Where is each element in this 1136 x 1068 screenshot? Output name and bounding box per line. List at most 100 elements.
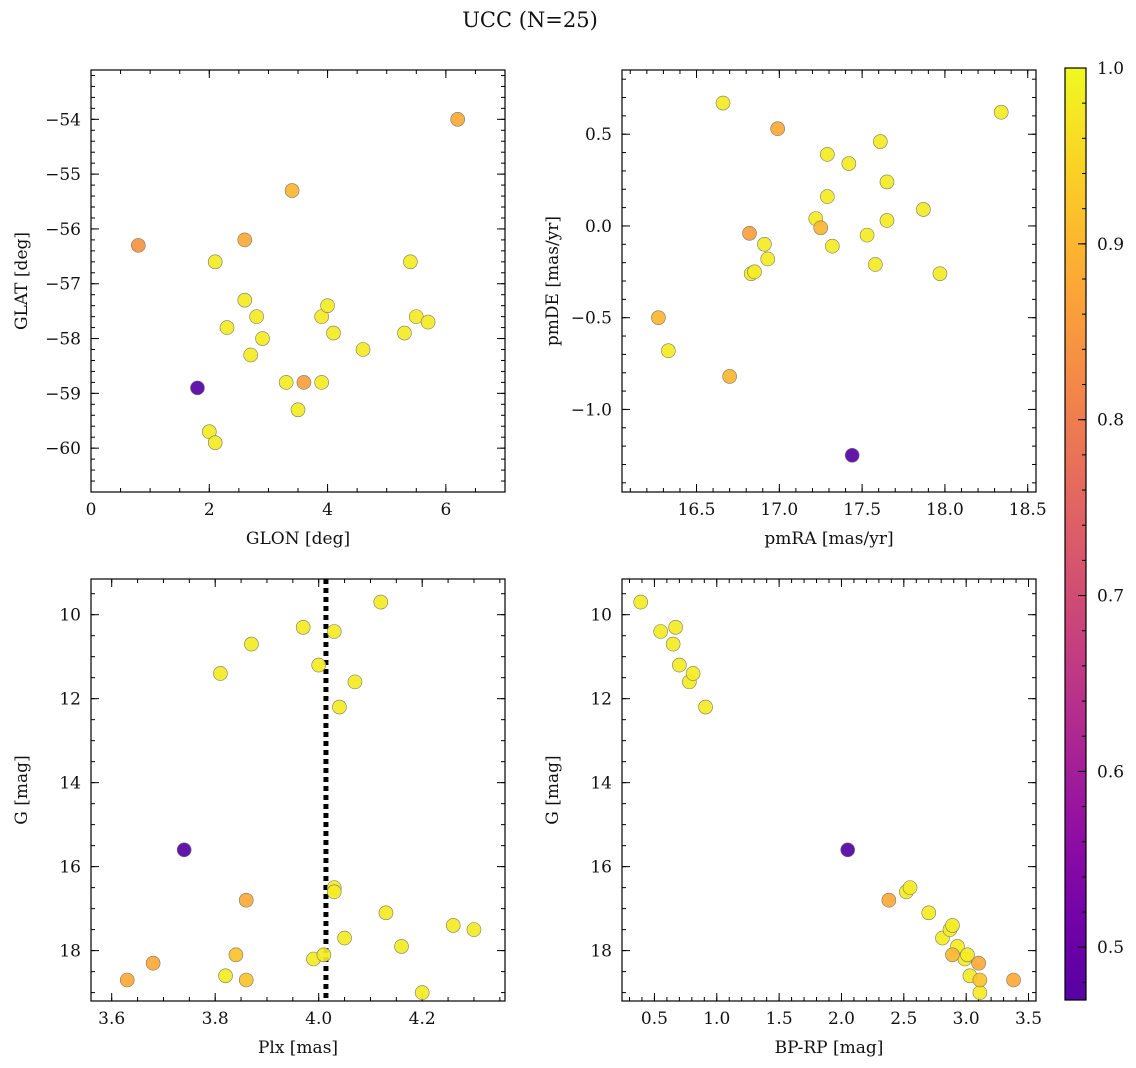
colorbar-tick-label: 0.9 xyxy=(1097,235,1124,255)
data-point xyxy=(420,314,436,330)
y-tick-label: 12 xyxy=(590,690,612,710)
y-axis-label: pmDE [mas/yr] xyxy=(543,216,563,346)
data-point xyxy=(844,448,860,463)
y-tick-label: −0.5 xyxy=(571,309,612,329)
x-tick-label: 0 xyxy=(86,500,97,520)
x-tick-label: 4.0 xyxy=(305,1009,332,1029)
data-point xyxy=(879,174,895,190)
x-tick-label: 1.0 xyxy=(703,1009,730,1029)
x-tick-label: 0.5 xyxy=(641,1009,668,1029)
data-point xyxy=(722,369,737,384)
x-tick-label: 2 xyxy=(204,500,215,520)
colorbar-tick-label: 0.6 xyxy=(1097,762,1124,782)
data-point xyxy=(445,918,461,933)
y-tick-label: 14 xyxy=(590,774,612,794)
data-point xyxy=(972,972,988,988)
data-point xyxy=(902,880,918,895)
data-point xyxy=(243,347,258,363)
data-point xyxy=(668,619,683,635)
data-point xyxy=(633,594,649,610)
data-point xyxy=(238,972,254,988)
y-tick-label: −58 xyxy=(45,330,81,350)
data-point xyxy=(397,325,412,341)
data-point xyxy=(296,375,312,390)
colorbar-tick-label: 0.5 xyxy=(1097,938,1124,958)
data-point xyxy=(747,264,762,280)
data-point xyxy=(651,310,666,325)
data-point xyxy=(145,955,161,971)
data-point xyxy=(311,657,327,673)
x-tick-label: 1.5 xyxy=(766,1009,793,1029)
data-point xyxy=(945,918,960,933)
x-tick-label: 18.0 xyxy=(926,500,964,520)
data-point xyxy=(320,298,335,313)
y-tick-label: 18 xyxy=(590,942,612,962)
colorbar-tick-label: 1.0 xyxy=(1097,59,1124,79)
data-point xyxy=(770,121,785,137)
y-tick-label: −1.0 xyxy=(571,400,612,420)
y-tick-label: 14 xyxy=(59,774,81,794)
data-point xyxy=(685,666,701,681)
data-point xyxy=(278,375,294,390)
data-point xyxy=(466,922,482,937)
data-point xyxy=(972,985,988,1000)
data-point xyxy=(450,112,465,127)
x-tick-label: 17.5 xyxy=(843,500,881,520)
x-axis-label: GLON [deg] xyxy=(246,529,350,549)
y-tick-label: 18 xyxy=(59,942,81,962)
data-point xyxy=(347,674,363,690)
colorbar-tick-label: 0.7 xyxy=(1097,587,1124,607)
data-point xyxy=(813,220,829,236)
data-point xyxy=(373,594,389,610)
x-tick-label: 3.0 xyxy=(953,1009,980,1029)
data-point xyxy=(653,624,668,639)
data-point xyxy=(932,266,948,281)
data-point xyxy=(326,325,341,341)
x-tick-label: 4.2 xyxy=(409,1009,436,1029)
data-point xyxy=(825,238,840,254)
data-point xyxy=(255,331,270,346)
data-point xyxy=(238,892,254,908)
data-point xyxy=(326,624,342,639)
y-axis-label: GLAT [deg] xyxy=(12,232,32,330)
data-point xyxy=(332,699,347,715)
colorbar-tick-label: 0.8 xyxy=(1097,411,1124,431)
data-point xyxy=(960,947,975,963)
x-tick-label: 3.6 xyxy=(98,1009,125,1029)
y-tick-label: 12 xyxy=(59,690,81,710)
x-tick-label: 17.0 xyxy=(760,500,798,520)
axes-frame xyxy=(90,578,506,1002)
x-tick-label: 2.5 xyxy=(890,1009,917,1029)
y-tick-label: −56 xyxy=(45,220,81,240)
colorbar: 0.5 0.6 0.7 0.8 0.9 1.0 xyxy=(1064,59,1124,1001)
data-point xyxy=(378,905,394,921)
data-point xyxy=(408,309,424,324)
data-point xyxy=(237,292,253,308)
data-point xyxy=(326,884,342,900)
data-point xyxy=(284,183,300,198)
data-point xyxy=(290,402,306,418)
data-point xyxy=(841,156,857,171)
data-point xyxy=(881,892,897,908)
x-axis-label: BP-RP [mag] xyxy=(775,1038,884,1058)
y-tick-label: 16 xyxy=(59,858,81,878)
axes-frame xyxy=(621,578,1037,1002)
data-point xyxy=(661,343,676,359)
y-axis-label: G [mag] xyxy=(12,755,32,824)
y-tick-label: 16 xyxy=(590,858,612,878)
data-point xyxy=(207,254,223,270)
x-axis-label: Plx [mas] xyxy=(258,1038,338,1058)
data-point xyxy=(176,842,192,858)
x-tick-label: 4 xyxy=(322,500,333,520)
y-tick-label: 0.5 xyxy=(585,125,612,145)
data-point xyxy=(921,905,937,921)
y-tick-label: −57 xyxy=(45,275,81,295)
x-axis-label: pmRA [mas/yr] xyxy=(764,529,893,549)
data-point xyxy=(879,213,895,228)
data-point xyxy=(1006,972,1021,988)
x-tick-label: 6 xyxy=(440,500,451,520)
y-tick-label: −59 xyxy=(45,384,81,404)
panel-bprp-g: 0.5 1.0 1.5 2.0 2.5 3.0 3.5 10 12 14 16 18 BP-RP [ma… xyxy=(543,578,1042,1058)
x-tick-label: 18.5 xyxy=(1009,500,1047,520)
